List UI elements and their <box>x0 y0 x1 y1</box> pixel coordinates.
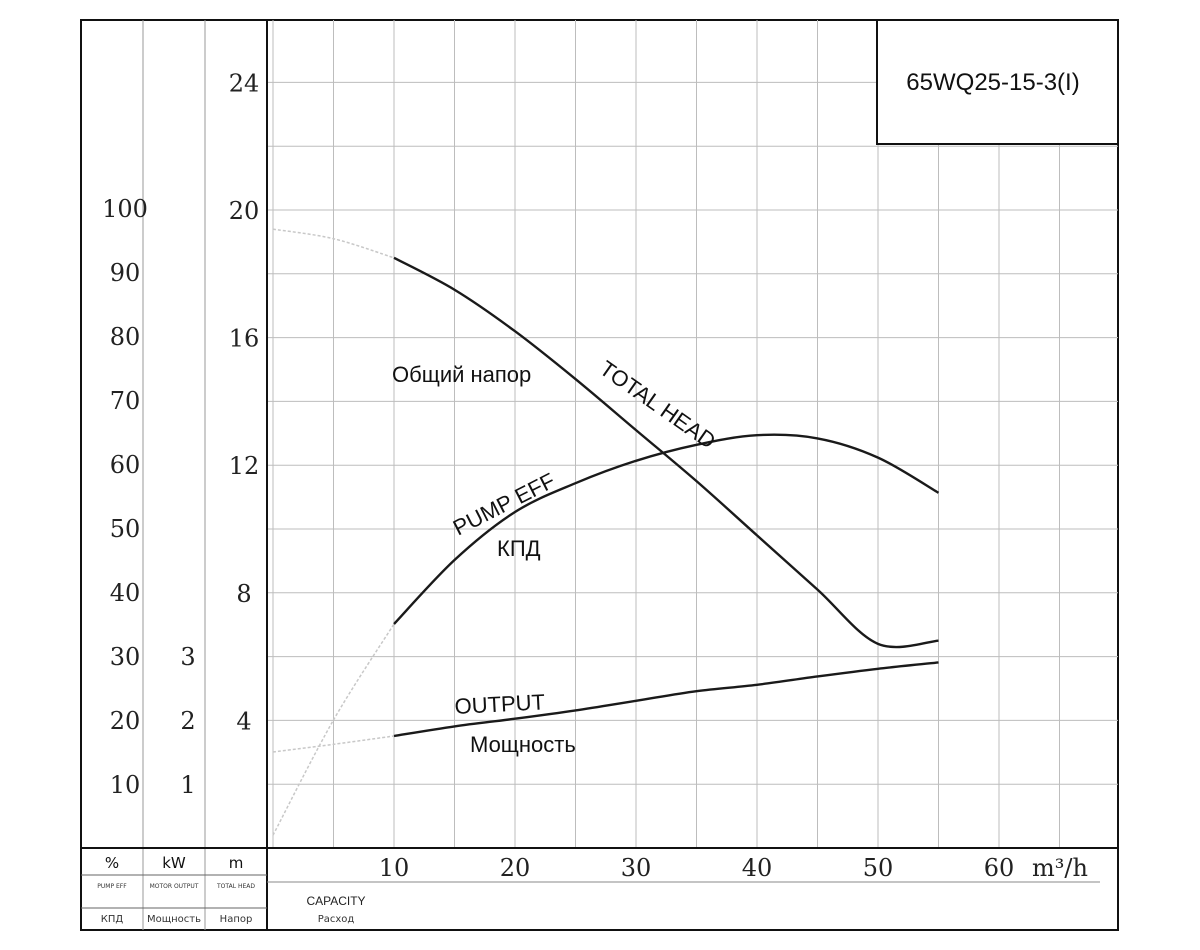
x-tick-label: 40 <box>742 854 773 882</box>
head-label-en: TOTAL HEAD <box>595 356 720 454</box>
grid <box>267 20 1118 849</box>
power-label-en: OUTPUT <box>454 689 546 719</box>
capacity-label-en: CAPACITY <box>306 894 365 908</box>
x-tick-label: 50 <box>863 854 894 882</box>
x-tick-label: 20 <box>500 854 531 882</box>
eff-tick-label: 100 <box>102 195 148 223</box>
curves <box>272 228 940 836</box>
eff-unit-ru: КПД <box>101 914 124 925</box>
head-tick-label: 20 <box>229 197 260 225</box>
eff-unit-en: PUMP EFF <box>97 883 127 890</box>
eff-tick-label: 50 <box>110 515 141 543</box>
head-tick-label: 12 <box>229 452 260 480</box>
eff-tick-label: 70 <box>110 387 141 415</box>
pump-eff-curve-extrapolated <box>272 623 395 836</box>
eff-label-ru: КПД <box>497 536 541 561</box>
power-unit-ru: Мощность <box>147 914 201 925</box>
head-tick-label: 8 <box>236 580 251 608</box>
pump-eff-curve <box>393 433 940 625</box>
eff-tick-label: 20 <box>110 707 141 735</box>
x-tick-label: 30 <box>621 854 652 882</box>
power-unit: kW <box>162 854 186 872</box>
power-tick-label: 3 <box>180 643 195 671</box>
eff-tick-label: 60 <box>110 451 141 479</box>
eff-tick-label: 40 <box>110 579 141 607</box>
head-tick-label: 16 <box>229 325 260 353</box>
x-tick-label: 10 <box>379 854 410 882</box>
total-head-curve <box>393 256 939 649</box>
eff-tick-label: 80 <box>110 323 141 351</box>
head-unit: m <box>229 854 244 872</box>
head-unit-en: TOTAL HEAD <box>216 883 255 890</box>
model-box <box>876 19 1119 145</box>
head-tick-label: 24 <box>229 69 260 97</box>
eff-tick-label: 30 <box>110 643 141 671</box>
eff-tick-label: 90 <box>110 259 141 287</box>
eff-tick-label: 10 <box>110 771 141 799</box>
power-unit-en: MOTOR OUTPUT <box>150 883 199 890</box>
flow-unit: m³/h <box>1032 854 1088 882</box>
total-head-curve-extrapolated <box>272 228 395 259</box>
x-tick-label: 60 <box>984 854 1015 882</box>
model-label: 65WQ25-15-3(I) <box>906 69 1079 96</box>
eff-unit: % <box>105 854 119 872</box>
head-label-ru: Общий напор <box>392 362 531 387</box>
output-curve-extrapolated <box>272 735 395 753</box>
head-tick-label: 4 <box>236 707 251 735</box>
capacity-label-ru: Расход <box>318 914 355 925</box>
power-tick-label: 1 <box>180 771 195 799</box>
output-curve <box>393 661 939 738</box>
power-label-ru: Мощность <box>470 732 576 757</box>
chart-frame <box>80 19 1119 931</box>
power-tick-label: 2 <box>180 707 195 735</box>
head-unit-ru: Напор <box>220 914 253 925</box>
eff-label-en: PUMP EFF <box>449 468 559 541</box>
